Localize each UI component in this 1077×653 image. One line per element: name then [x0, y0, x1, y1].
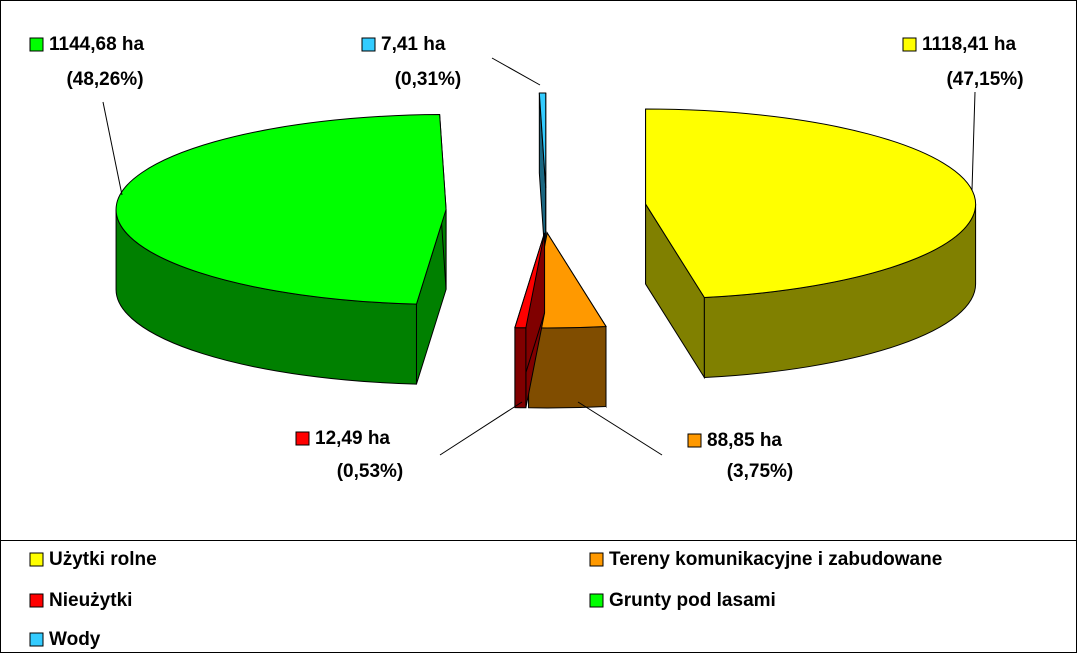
leader-line	[439, 401, 523, 456]
leader-line	[577, 401, 663, 456]
slice-wall	[514, 327, 527, 409]
label-swatch	[295, 431, 310, 446]
legend-label: Tereny komunikacyjne i zabudowane	[609, 549, 942, 570]
legend-swatch	[589, 552, 604, 567]
legend-swatch	[29, 632, 44, 647]
slice	[514, 232, 546, 329]
leader-line	[491, 57, 541, 86]
area-label: 1118,41 ha	[922, 34, 1016, 55]
slice	[645, 108, 977, 299]
label-swatch	[902, 37, 917, 52]
slice-wall	[528, 325, 607, 409]
legend-label: Nieużytki	[49, 590, 132, 611]
label-swatch	[361, 37, 376, 52]
legend-label: Grunty pod lasami	[609, 590, 776, 611]
value-label: (0,31%)	[395, 69, 462, 90]
area-label: 88,85 ha	[707, 430, 782, 451]
legend-swatch	[589, 593, 604, 608]
value-label: (47,15%)	[946, 69, 1023, 90]
slice	[115, 113, 447, 305]
label-swatch	[29, 37, 44, 52]
legend-label: Użytki rolne	[49, 549, 157, 570]
area-label: 1144,68 ha	[49, 34, 145, 55]
leader-line	[102, 101, 123, 196]
label-swatch	[687, 433, 702, 448]
slice	[538, 92, 547, 189]
leader-line	[971, 91, 976, 191]
area-label: 12,49 ha	[315, 428, 390, 449]
area-label: 7,41 ha	[381, 34, 446, 55]
value-label: (3,75%)	[727, 461, 794, 482]
legend-swatch	[29, 552, 44, 567]
value-label: (48,26%)	[66, 69, 143, 90]
value-label: (0,53%)	[337, 461, 404, 482]
legend-swatch	[29, 593, 44, 608]
legend-label: Wody	[49, 629, 101, 650]
